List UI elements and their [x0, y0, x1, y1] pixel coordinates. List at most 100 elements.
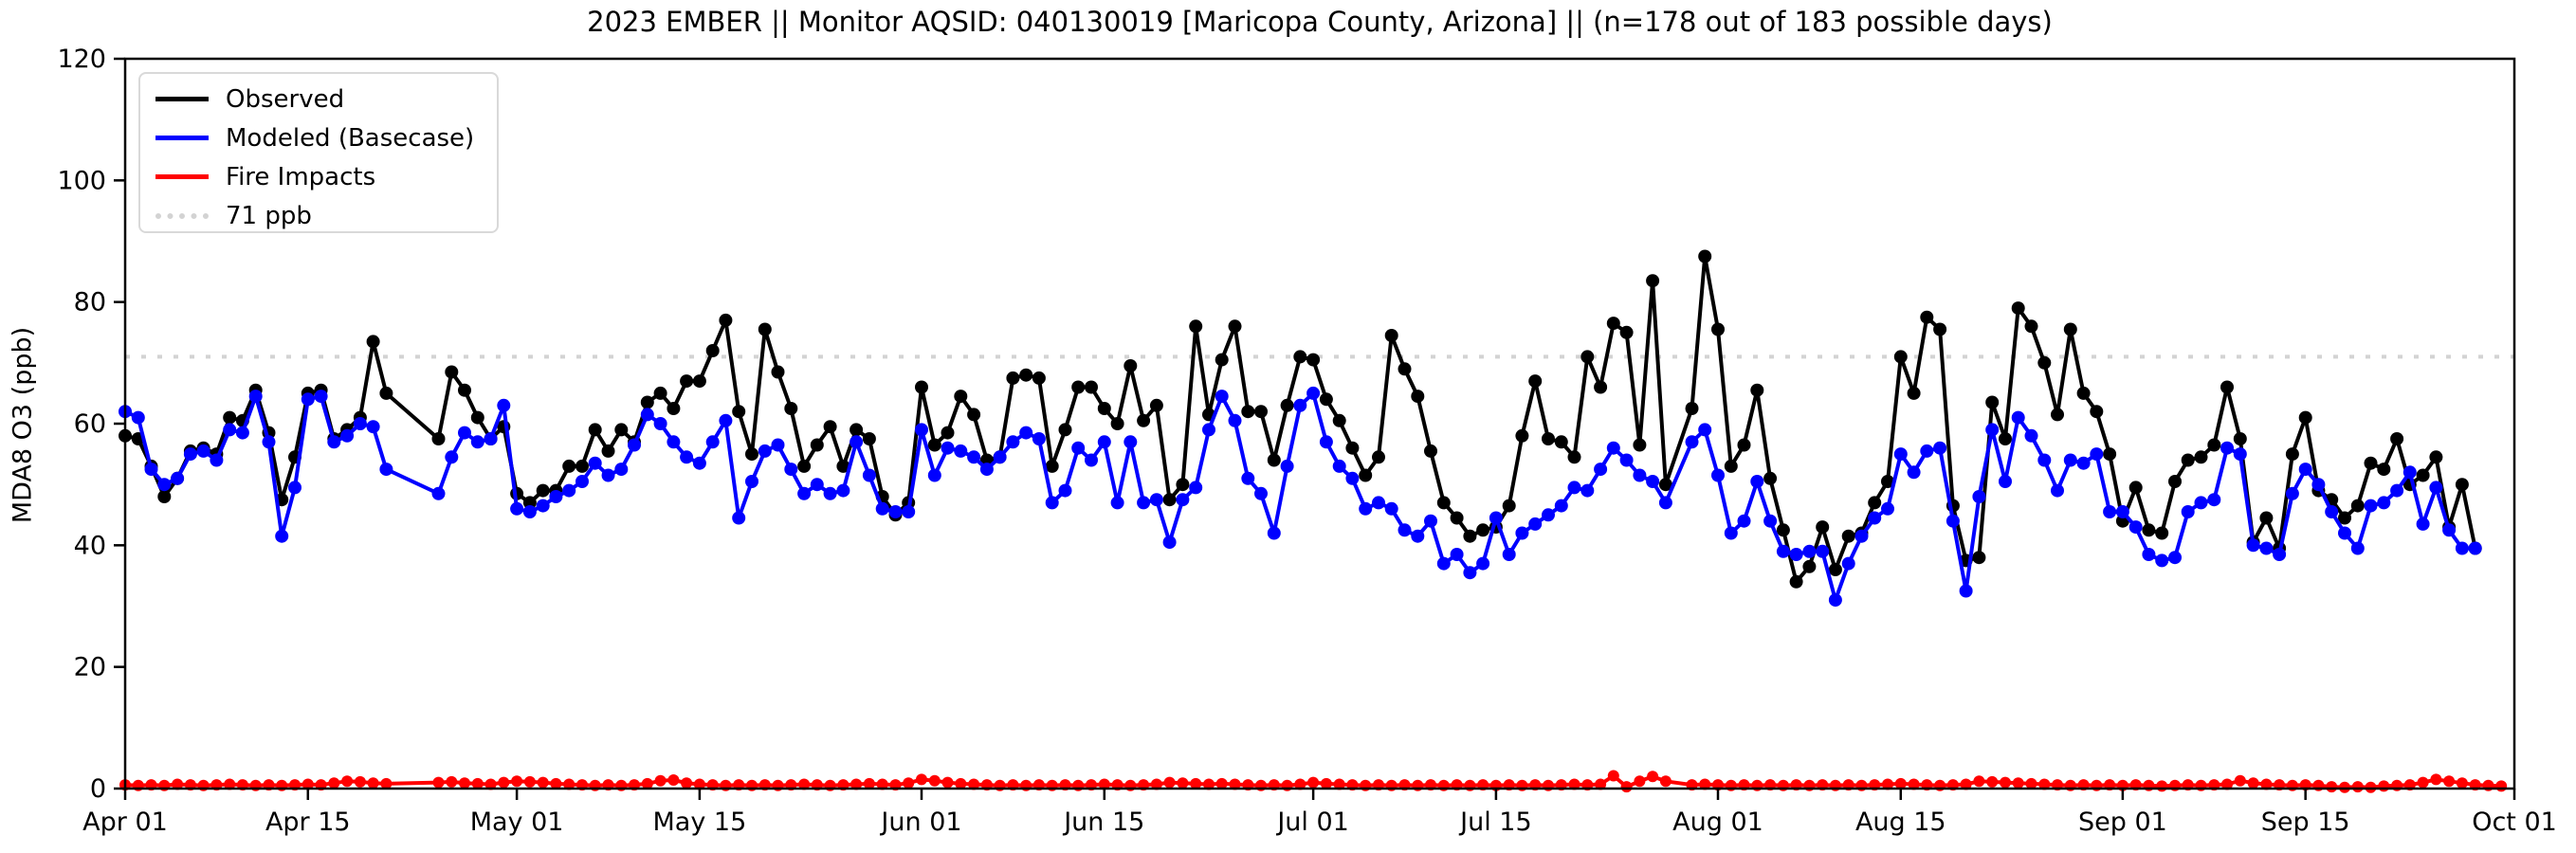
observed-marker: [1463, 529, 1477, 543]
fire-marker: [1177, 777, 1189, 789]
observed-marker: [1763, 471, 1778, 485]
fire-marker: [2378, 780, 2390, 792]
modeled-marker: [823, 486, 837, 500]
modeled-marker: [1750, 475, 1764, 488]
observed-marker: [941, 426, 955, 440]
observed-marker: [1189, 319, 1203, 334]
observed-series: [119, 249, 2482, 589]
modeled-marker: [223, 423, 237, 437]
fire-marker: [955, 777, 967, 789]
fire-marker: [459, 777, 470, 789]
observed-marker: [915, 380, 928, 394]
modeled-marker: [1828, 593, 1842, 608]
observed-marker: [680, 374, 694, 389]
observed-marker: [2063, 322, 2077, 336]
observed-marker: [862, 432, 876, 445]
modeled-marker: [1450, 548, 1464, 561]
modeled-marker: [1319, 435, 1333, 449]
observed-marker: [458, 383, 471, 397]
modeled-marker: [705, 435, 720, 449]
modeled-marker: [1542, 508, 1555, 522]
modeled-marker: [2128, 520, 2143, 535]
observed-marker: [1058, 423, 1072, 437]
fire-marker: [1620, 781, 1633, 793]
fire-marker: [1229, 778, 1241, 790]
modeled-marker: [1019, 426, 1033, 440]
modeled-marker: [1999, 475, 2012, 488]
fire-marker: [641, 777, 653, 789]
fire-line-swatch: [155, 174, 209, 179]
modeled-marker: [850, 435, 864, 449]
fire-marker: [2430, 773, 2442, 786]
modeled-marker: [1802, 544, 1817, 558]
legend-item-observed: Observed: [140, 80, 497, 118]
modeled-marker: [888, 505, 903, 518]
fire-marker: [1894, 777, 1907, 789]
observed-marker: [979, 453, 994, 467]
modeled-marker: [1711, 468, 1725, 482]
modeled-marker: [157, 478, 172, 492]
fire-marker: [432, 776, 445, 789]
legend-item-fire: Fire Impacts: [140, 157, 497, 196]
fire-marker: [1098, 778, 1110, 790]
observed-marker: [1841, 529, 1855, 543]
modeled-marker: [1933, 441, 1947, 455]
modeled-marker: [1907, 465, 1921, 480]
modeled-marker: [1293, 398, 1307, 412]
x-tick-label: May 15: [653, 808, 747, 837]
fire-marker: [1163, 776, 1176, 789]
modeled-marker: [1411, 529, 1425, 543]
modeled-marker: [1959, 584, 1973, 598]
modeled-marker: [1097, 435, 1111, 449]
modeled-marker: [927, 468, 941, 482]
modeled-marker: [2350, 541, 2365, 555]
modeled-marker: [915, 423, 928, 437]
fire-marker: [916, 773, 927, 786]
fire-marker: [2221, 778, 2233, 790]
observed-marker: [2194, 450, 2208, 464]
modeled-marker: [1254, 486, 1268, 500]
modeled-marker: [2233, 447, 2247, 462]
y-tick-label: 40: [74, 531, 106, 560]
observed-marker: [1359, 468, 1373, 482]
observed-marker: [1267, 453, 1281, 467]
observed-marker: [1436, 496, 1451, 510]
observed-marker: [1711, 322, 1725, 336]
modeled-marker: [771, 438, 785, 452]
observed-marker: [1999, 432, 2012, 445]
fire-marker: [2339, 781, 2350, 793]
observed-marker: [1137, 413, 1151, 427]
modeled-marker: [353, 417, 367, 430]
observed-marker: [1515, 428, 1529, 443]
legend-label-observed: Observed: [226, 84, 345, 114]
modeled-marker: [1868, 511, 1882, 525]
modeled-marker: [1110, 496, 1124, 510]
modeled-marker: [470, 435, 484, 449]
modeled-marker: [2181, 505, 2195, 518]
modeled-marker: [810, 478, 824, 492]
modeled-marker: [2390, 483, 2404, 498]
observed-marker: [1110, 417, 1124, 430]
observed-marker: [967, 408, 981, 422]
modeled-marker: [1149, 493, 1163, 507]
observed-marker: [1450, 511, 1464, 525]
observed-marker: [1816, 520, 1830, 535]
fire-marker: [224, 778, 236, 790]
observed-marker: [223, 410, 237, 425]
observed-marker: [927, 438, 941, 452]
observed-marker: [1868, 496, 1882, 510]
observed-marker: [719, 313, 733, 327]
observed-marker: [536, 483, 550, 498]
legend: Observed Modeled (Basecase) Fire Impacts…: [138, 72, 499, 233]
observed-marker: [157, 490, 172, 503]
observed-marker: [1372, 450, 1385, 464]
observed-marker: [562, 459, 576, 473]
fire-marker: [2012, 777, 2024, 789]
observed-marker: [1476, 523, 1490, 537]
x-tick-label: Jun 15: [1062, 808, 1144, 837]
fire-marker: [2417, 776, 2429, 789]
modeled-marker: [1658, 496, 1672, 510]
observed-marker: [2024, 319, 2038, 334]
modeled-marker: [2194, 496, 2208, 510]
fire-marker: [341, 775, 354, 788]
